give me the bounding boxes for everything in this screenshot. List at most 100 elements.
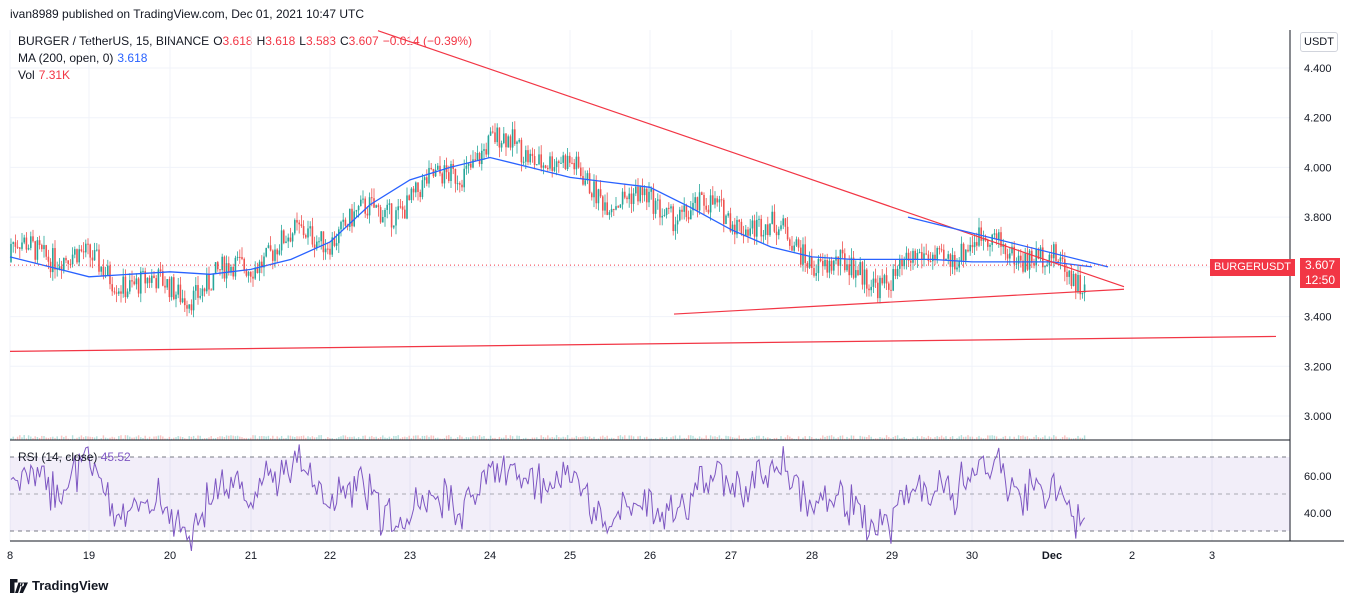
candle-body xyxy=(525,150,527,162)
candle-body xyxy=(133,281,135,285)
candle-body xyxy=(188,304,190,309)
volume-bar xyxy=(1020,436,1022,440)
candle-body xyxy=(932,254,934,262)
volume-bar xyxy=(978,435,980,440)
volume-bar xyxy=(298,436,300,440)
low-value: 3.583 xyxy=(305,34,336,48)
currency-unit-button[interactable]: USDT xyxy=(1300,32,1338,52)
candle-body xyxy=(822,260,824,267)
candle-body xyxy=(291,233,294,242)
candle-body xyxy=(987,240,989,247)
volume-bar xyxy=(362,435,364,440)
volume-bar xyxy=(679,435,681,440)
volume-bar xyxy=(417,435,419,440)
tradingview-footer[interactable]: TradingView xyxy=(10,578,108,593)
volume-bar xyxy=(388,436,391,440)
candle-body xyxy=(883,275,886,284)
candle-body xyxy=(162,271,164,286)
candle-body xyxy=(80,249,83,252)
candle-body xyxy=(146,277,149,284)
rsi-axis[interactable]: 60.00 40.00 xyxy=(1304,471,1332,520)
candle-body xyxy=(91,257,94,261)
candle-body xyxy=(289,237,292,242)
candle-body xyxy=(1006,254,1009,259)
candle-body xyxy=(630,193,633,204)
volume-bar xyxy=(509,435,512,440)
candle-body xyxy=(943,249,945,260)
volume-bar xyxy=(547,435,549,440)
rsi-value: 45.52 xyxy=(100,450,131,464)
volume-bar xyxy=(230,435,232,440)
volume-bar xyxy=(797,436,800,440)
volume-bar xyxy=(461,436,463,440)
candle-body xyxy=(674,224,677,232)
candle-body xyxy=(78,249,80,263)
volume-bar xyxy=(863,436,866,440)
candle-body xyxy=(355,210,358,212)
volume-bar xyxy=(217,437,219,440)
volume-bar xyxy=(1002,436,1004,440)
candle-body xyxy=(1013,246,1015,265)
volume-bar xyxy=(148,436,151,440)
candle-body xyxy=(672,206,674,232)
vol-label[interactable]: Vol xyxy=(18,68,35,82)
volume-bar xyxy=(624,435,626,440)
chart-grid xyxy=(9,30,1290,541)
time-axis[interactable]: 8 19 20 21 22 23 24 25 26 27 28 29 30 Dec 2 3 xyxy=(7,550,1215,562)
volume-bar xyxy=(718,435,721,440)
volume-bar xyxy=(918,438,921,440)
volume-bar xyxy=(344,435,347,440)
candle-body xyxy=(487,135,490,155)
candle-body xyxy=(560,162,562,164)
candle-body xyxy=(619,204,622,208)
trendline xyxy=(9,335,1277,352)
publisher-header: ivan8989 published on TradingView.com, D… xyxy=(10,7,365,21)
candle-body xyxy=(797,239,800,248)
candle-body xyxy=(333,237,336,246)
candle-body xyxy=(212,273,215,291)
candle-body xyxy=(892,269,894,291)
candle-body xyxy=(608,212,611,215)
price-tick-label: 3.800 xyxy=(1304,212,1332,224)
volume-bar xyxy=(313,437,316,440)
price-tick-label: 3.000 xyxy=(1304,411,1332,423)
volume-bar xyxy=(38,437,41,440)
candle-body xyxy=(500,143,503,148)
volume-bar xyxy=(819,437,822,440)
candle-body xyxy=(483,149,485,151)
candle-body xyxy=(302,226,305,236)
candle-body xyxy=(459,183,461,185)
volume-bar xyxy=(10,438,12,440)
volume-bar xyxy=(912,437,914,440)
trendlines[interactable] xyxy=(9,30,1277,352)
volume-bar xyxy=(102,435,105,440)
candle-body xyxy=(159,269,162,272)
candle-body xyxy=(514,129,516,144)
volume-bar xyxy=(175,437,177,440)
candle-body xyxy=(947,254,949,259)
candle-body xyxy=(507,136,509,148)
volume-bar xyxy=(947,438,949,440)
rsi-label[interactable]: RSI (14, close) xyxy=(18,450,98,464)
symbol-label[interactable]: BURGER / TetherUS, 15, BINANCE xyxy=(18,34,210,48)
ma-label[interactable]: MA (200, open, 0) xyxy=(18,51,114,65)
candle-body xyxy=(443,165,446,184)
volume-bar xyxy=(1048,436,1051,440)
volume-bar xyxy=(280,435,283,440)
volume-bar xyxy=(954,438,956,440)
candle-body xyxy=(179,284,182,303)
volume-bar xyxy=(599,436,602,440)
candle-body xyxy=(410,188,413,201)
volume-bar xyxy=(626,438,628,440)
volume-bar xyxy=(49,437,52,440)
candle-body xyxy=(888,283,890,290)
candle-body xyxy=(1083,284,1086,293)
volume-bar xyxy=(1026,436,1029,440)
volume-bar xyxy=(188,436,190,440)
volume-bar xyxy=(984,438,987,440)
candle-body xyxy=(918,252,921,254)
volume-bar xyxy=(558,437,560,440)
candle-body xyxy=(650,188,652,192)
